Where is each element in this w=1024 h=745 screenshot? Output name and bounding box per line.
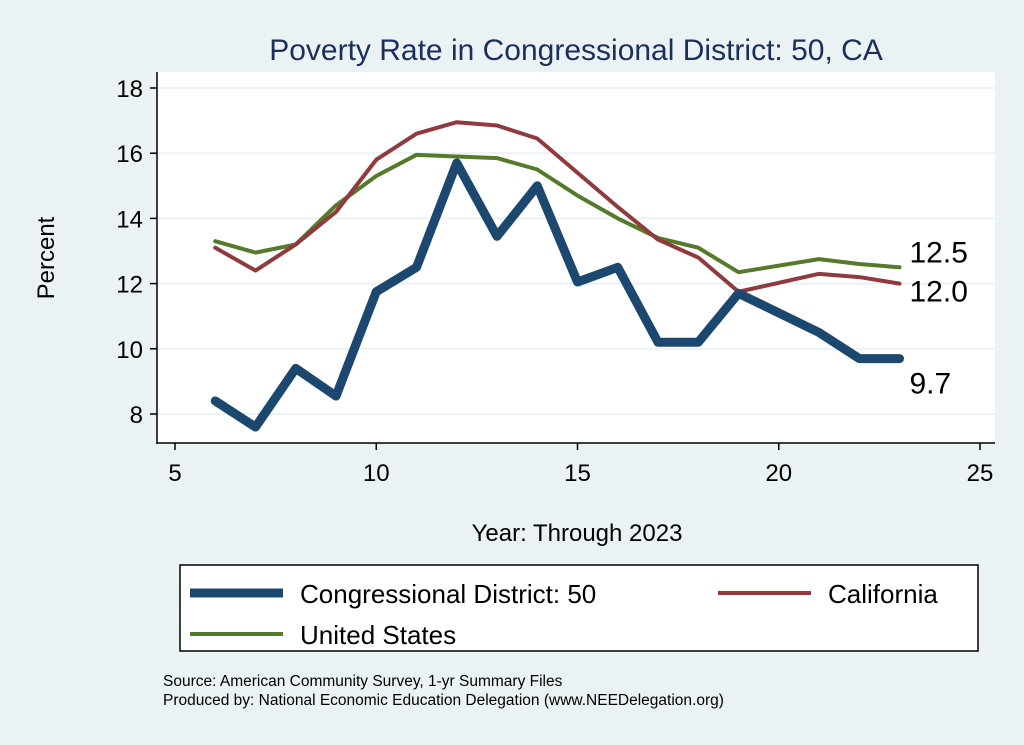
x-tick-label: 10 [363,460,390,487]
legend-label: United States [300,620,456,650]
x-tick-label: 15 [564,460,591,487]
y-tick-label: 14 [116,206,143,233]
y-tick-label: 12 [116,272,143,299]
end-value-label: 9.7 [910,368,952,401]
series-line-congressional-district-50 [210,158,904,432]
y-tick-label: 16 [116,141,143,168]
y-tick-label: 8 [130,402,143,429]
produced-by-note: Produced by: National Economic Education… [163,692,724,709]
end-value-label: 12.5 [910,236,968,269]
x-tick-label: 20 [765,460,792,487]
x-tick-label: 5 [168,460,181,487]
legend-label: California [828,579,938,609]
legend-label: Congressional District: 50 [300,579,596,609]
x-tick-label: 25 [967,460,994,487]
x-axis-label: Year: Through 2023 [472,520,683,547]
y-tick-label: 18 [116,76,143,103]
y-axis-label: Percent [33,216,60,299]
series-line-california [213,120,902,294]
y-tick-label: 10 [116,337,143,364]
legend-box [179,564,979,652]
source-note: Source: American Community Survey, 1-yr … [163,673,563,690]
plot-area [157,72,995,443]
series-line-united-states [213,152,902,275]
chart-title: Poverty Rate in Congressional District: … [269,34,883,67]
end-value-label: 12.0 [910,276,968,309]
